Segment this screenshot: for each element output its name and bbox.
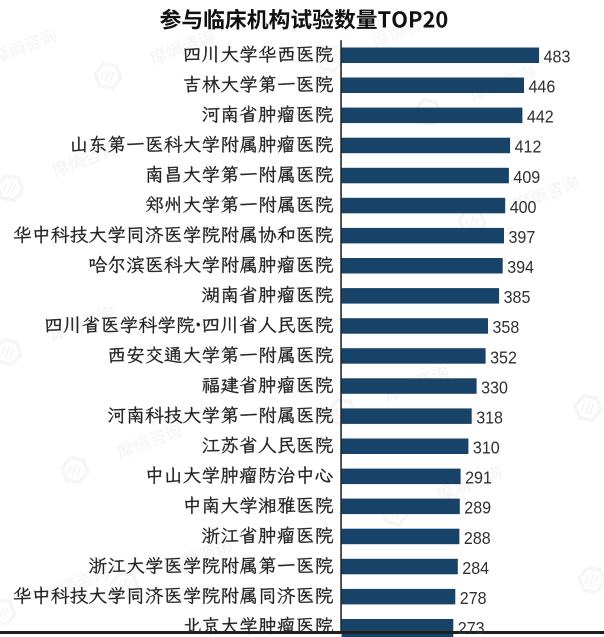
svg-text:446: 446 (529, 77, 556, 97)
svg-text:284: 284 (462, 558, 489, 578)
svg-text:318: 318 (476, 408, 503, 428)
svg-text:397: 397 (509, 227, 536, 247)
svg-text:358: 358 (493, 317, 520, 337)
svg-text:288: 288 (464, 528, 491, 548)
svg-text:394: 394 (507, 257, 534, 277)
svg-text:412: 412 (515, 137, 542, 157)
svg-text:400: 400 (510, 197, 537, 217)
svg-text:442: 442 (527, 107, 554, 127)
svg-text:273: 273 (458, 618, 485, 637)
svg-text:291: 291 (465, 468, 492, 488)
svg-text:289: 289 (464, 498, 491, 518)
svg-text:409: 409 (513, 167, 540, 187)
svg-text:483: 483 (544, 47, 571, 67)
svg-text:385: 385 (504, 287, 531, 307)
svg-text:310: 310 (473, 438, 500, 458)
svg-text:352: 352 (490, 347, 517, 367)
svg-text:278: 278 (460, 588, 487, 608)
svg-text:330: 330 (481, 377, 508, 397)
